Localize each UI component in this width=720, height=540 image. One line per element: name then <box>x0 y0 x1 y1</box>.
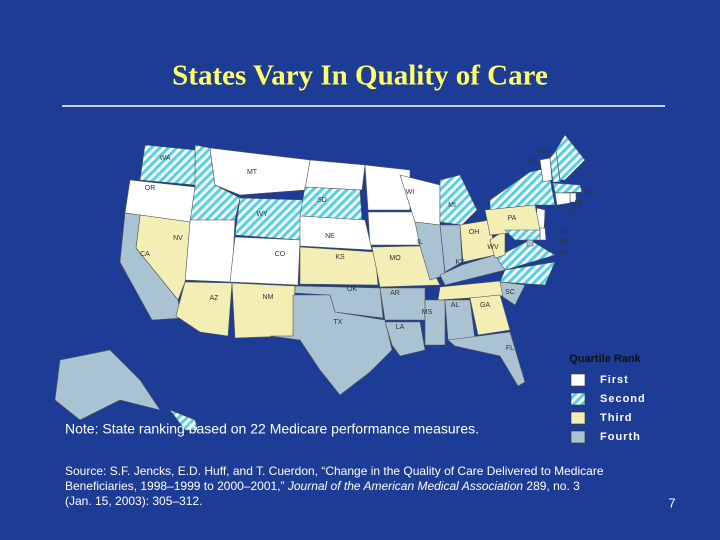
state <box>439 254 506 286</box>
state-label: WY <box>256 211 268 218</box>
state-label: OH <box>469 229 480 236</box>
us-map: WA OR MT WY SD NE CO NV CA AZ NM KS OK TX MO AR LA WI IL MI… <box>54 134 596 431</box>
state-label: MI <box>448 202 456 209</box>
state-label: DE <box>557 229 567 236</box>
state-label: OK <box>347 286 357 293</box>
state <box>539 227 547 241</box>
source-text: 289, no. 3 (Jan. 15, 2003): 305–312. <box>65 479 580 508</box>
state-label: CA <box>140 251 150 258</box>
state <box>231 282 296 339</box>
legend-label: Fourth <box>600 431 641 443</box>
state-label: RI <box>575 200 582 207</box>
legend: Quartile Rank First Second Third Fourth <box>569 353 646 444</box>
state <box>444 299 476 341</box>
state <box>539 157 553 183</box>
state-label: AR <box>390 290 400 297</box>
state <box>424 299 446 346</box>
state <box>299 246 379 286</box>
legend-swatch <box>570 392 586 406</box>
state <box>367 211 421 246</box>
state-label: MO <box>389 255 401 262</box>
state <box>447 331 526 387</box>
journal: Journal of the American Medical Associat… <box>287 479 524 493</box>
state-label: LA <box>396 324 405 331</box>
state-label: MA <box>585 190 596 197</box>
legend-swatch <box>570 430 586 444</box>
state-label: OR <box>145 185 156 192</box>
state-label: CT <box>567 209 577 216</box>
source-text: Source: S.F. Jencks, E.D. Huff, and T. C… <box>65 464 604 493</box>
state <box>175 281 233 337</box>
state-label: NM <box>263 294 274 301</box>
state <box>364 164 411 211</box>
state <box>499 281 526 306</box>
state-label: WI <box>406 189 415 196</box>
state-label: CO <box>275 251 286 258</box>
state-label: AZ <box>210 295 220 302</box>
legend-label: Second <box>600 393 646 405</box>
state <box>209 147 311 196</box>
state-label: NE <box>325 233 335 240</box>
slide-title: States Vary In Quality of Care <box>172 60 548 92</box>
state-label: AL <box>451 302 460 309</box>
state <box>526 239 534 247</box>
state <box>234 197 306 241</box>
state <box>299 215 373 251</box>
state-label: PA <box>508 215 517 222</box>
state <box>54 349 161 421</box>
state <box>379 287 426 321</box>
page-number: 7 <box>668 495 675 510</box>
state-label: MT <box>247 169 258 176</box>
state-label: NV <box>173 235 183 242</box>
state <box>554 192 571 206</box>
state <box>552 182 583 194</box>
state-label: DC <box>560 249 570 256</box>
state <box>139 144 196 186</box>
state-label: MD <box>560 239 571 246</box>
state <box>504 229 541 241</box>
state-label: FL <box>506 345 514 352</box>
state <box>184 219 236 283</box>
state-label: VT <box>528 159 538 166</box>
state <box>229 236 301 286</box>
state <box>499 261 556 286</box>
state-label: GA <box>480 302 490 309</box>
source: Source: S.F. Jencks, E.D. Huff, and T. C… <box>65 464 605 509</box>
state-label: KS <box>335 254 345 261</box>
legend-label: Third <box>600 412 633 424</box>
state-label: WA <box>159 155 170 162</box>
state <box>304 159 366 191</box>
state <box>299 186 363 221</box>
state-label: SC <box>505 289 515 296</box>
state-label: TX <box>334 319 343 326</box>
state <box>414 221 446 281</box>
legend-swatch <box>570 373 586 387</box>
state <box>169 409 199 431</box>
state <box>549 149 561 183</box>
state-label: KY <box>455 259 465 266</box>
state-label: NH <box>538 149 548 156</box>
state-label: IL <box>417 239 423 246</box>
state <box>469 294 511 336</box>
state-label: WV <box>487 244 499 251</box>
note: Note: State ranking based on 22 Medicare… <box>65 421 479 437</box>
legend-title: Quartile Rank <box>569 353 641 365</box>
legend-label: First <box>600 374 629 386</box>
state-label: SD <box>317 197 327 204</box>
state <box>384 321 426 357</box>
state <box>555 134 586 181</box>
state <box>269 294 393 396</box>
state <box>439 174 478 226</box>
state-label: MS <box>422 309 433 316</box>
legend-swatch <box>570 411 586 425</box>
